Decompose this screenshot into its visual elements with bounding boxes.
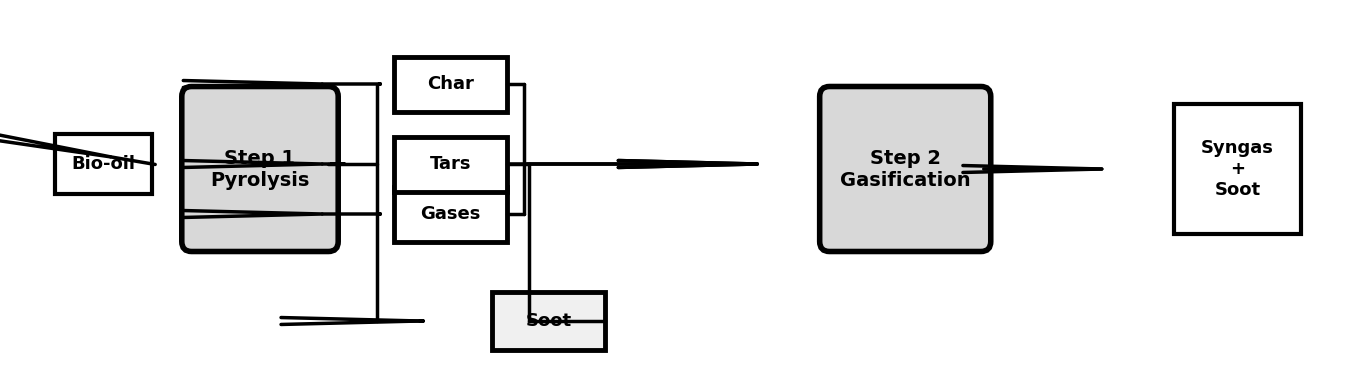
FancyBboxPatch shape — [820, 86, 990, 252]
Bar — [54, 134, 153, 194]
Bar — [492, 292, 605, 350]
Text: Gases: Gases — [420, 205, 481, 223]
Bar — [1174, 104, 1301, 234]
Text: Tars: Tars — [430, 155, 471, 173]
Text: Bio-oil: Bio-oil — [72, 155, 135, 173]
Text: Syngas
+
Soot: Syngas + Soot — [1201, 139, 1274, 199]
Bar — [394, 186, 507, 241]
Text: Char: Char — [427, 75, 474, 93]
Text: Step 1
Pyrolysis: Step 1 Pyrolysis — [211, 148, 309, 190]
Text: Step 2
Gasification: Step 2 Gasification — [840, 148, 970, 190]
Bar — [394, 56, 507, 111]
FancyBboxPatch shape — [182, 86, 338, 252]
Bar — [394, 137, 507, 192]
Text: Soot: Soot — [526, 312, 571, 330]
